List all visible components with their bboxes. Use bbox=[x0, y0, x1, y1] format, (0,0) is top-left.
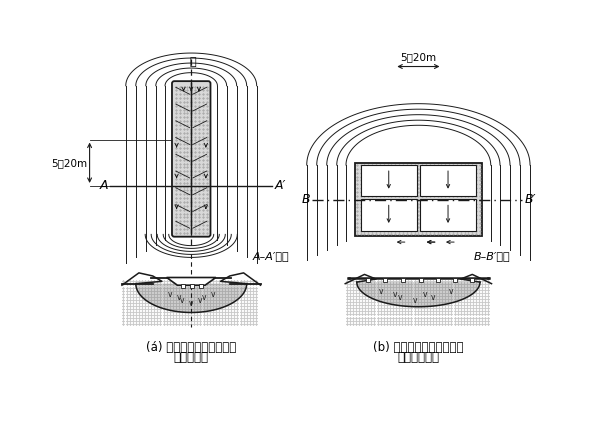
Bar bbox=[453, 278, 457, 282]
Text: v: v bbox=[180, 296, 184, 305]
Text: 5～20m: 5～20m bbox=[51, 158, 87, 168]
Text: (b) 水の流出方向と盛土が: (b) 水の流出方向と盛土が bbox=[373, 341, 464, 354]
Text: v: v bbox=[422, 290, 427, 299]
Text: v: v bbox=[449, 287, 454, 296]
Bar bbox=[190, 285, 194, 288]
Text: v: v bbox=[168, 290, 172, 299]
Polygon shape bbox=[122, 284, 261, 313]
Text: v: v bbox=[379, 287, 384, 296]
Text: v: v bbox=[210, 290, 215, 299]
Bar bbox=[420, 199, 476, 230]
Bar bbox=[361, 199, 417, 230]
Text: ℄: ℄ bbox=[189, 57, 196, 67]
Polygon shape bbox=[345, 282, 491, 307]
Bar bbox=[181, 285, 185, 288]
Text: v: v bbox=[189, 299, 194, 308]
Text: A–A′断面: A–A′断面 bbox=[253, 251, 289, 261]
Bar bbox=[361, 165, 417, 196]
Bar bbox=[419, 278, 422, 282]
Bar bbox=[437, 278, 440, 282]
Text: (á) 水の流出方向と盛土が: (á) 水の流出方向と盛土が bbox=[146, 341, 236, 354]
Bar bbox=[355, 163, 482, 236]
Polygon shape bbox=[166, 277, 216, 285]
Text: B′: B′ bbox=[525, 193, 536, 206]
Text: v: v bbox=[431, 293, 435, 302]
Bar bbox=[200, 285, 203, 288]
Text: B–B′断面: B–B′断面 bbox=[474, 251, 510, 261]
FancyBboxPatch shape bbox=[172, 81, 210, 237]
Text: v: v bbox=[176, 293, 181, 302]
Text: v: v bbox=[397, 293, 402, 302]
Text: A: A bbox=[100, 179, 108, 193]
Text: 直交する場合: 直交する場合 bbox=[397, 351, 440, 364]
Text: B: B bbox=[301, 193, 310, 206]
Text: v: v bbox=[201, 293, 206, 302]
Text: 平行な場合: 平行な場合 bbox=[173, 351, 208, 364]
Text: v: v bbox=[412, 296, 417, 305]
Bar bbox=[383, 278, 387, 282]
Text: A′: A′ bbox=[274, 179, 286, 193]
Bar bbox=[420, 165, 476, 196]
Bar bbox=[366, 278, 370, 282]
Bar bbox=[401, 278, 405, 282]
Bar bbox=[470, 278, 474, 282]
Text: v: v bbox=[198, 296, 203, 305]
Text: v: v bbox=[393, 290, 397, 299]
Text: 5～20m: 5～20m bbox=[400, 52, 437, 62]
